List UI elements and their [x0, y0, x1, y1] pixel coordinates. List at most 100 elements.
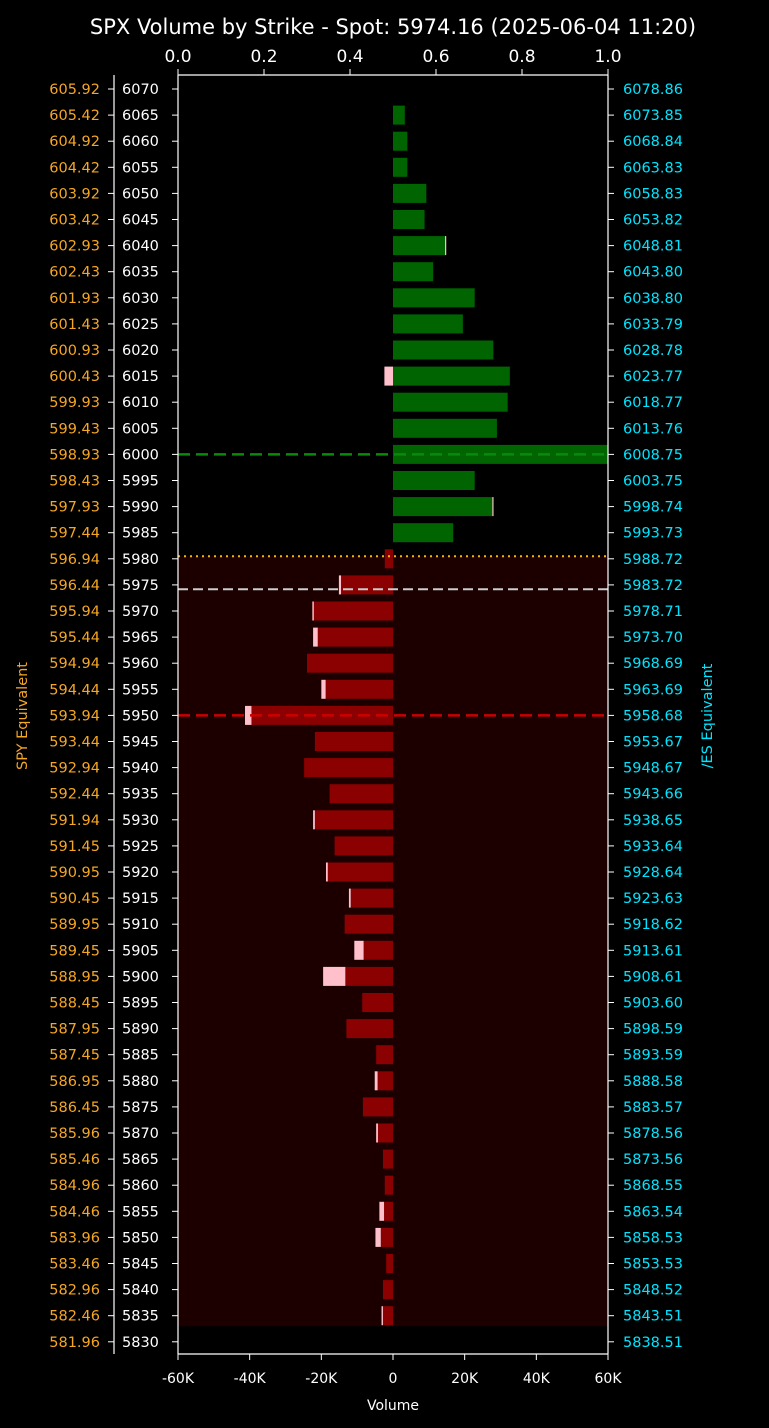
spy-tick-label: 595.94 — [49, 604, 100, 620]
strike-tick-label: 5940 — [122, 761, 159, 777]
accent-strike-5850 — [375, 1228, 380, 1247]
bar-strike-5845 — [386, 1254, 393, 1273]
spy-tick-label: 592.94 — [49, 761, 100, 777]
es-tick-label: 6033.79 — [623, 317, 683, 333]
es-tick-label: 6053.82 — [623, 213, 683, 229]
es-tick-label: 6078.86 — [623, 82, 683, 98]
es-tick-label: 5943.66 — [623, 787, 683, 803]
bar-strike-6035 — [393, 262, 433, 281]
spy-tick-label: 596.94 — [49, 552, 100, 568]
accent-strike-6040 — [445, 236, 446, 255]
es-tick-label: 5838.51 — [623, 1335, 683, 1351]
bar-strike-6045 — [393, 210, 425, 229]
es-tick-label: 5933.64 — [623, 839, 683, 855]
strike-tick-label: 5930 — [122, 813, 159, 829]
bar-strike-5850 — [381, 1228, 393, 1247]
spy-tick-label: 581.96 — [49, 1335, 100, 1351]
strike-tick-label: 6045 — [122, 213, 159, 229]
accent-strike-5970 — [312, 602, 313, 621]
strike-tick-label: 5990 — [122, 500, 159, 516]
es-tick-label: 6018.77 — [623, 395, 683, 411]
spy-tick-label: 590.95 — [49, 865, 100, 881]
spy-tick-label: 594.94 — [49, 656, 100, 672]
accent-strike-5930 — [313, 810, 315, 829]
strike-tick-label: 6040 — [122, 239, 159, 255]
strike-tick-label: 6030 — [122, 291, 159, 307]
accent-strike-5975 — [339, 575, 341, 594]
strike-tick-label: 5845 — [122, 1257, 159, 1273]
bar-strike-6005 — [393, 419, 497, 438]
chart-title: SPX Volume by Strike - Spot: 5974.16 (20… — [90, 15, 696, 39]
top-tick-label: 1.0 — [594, 47, 621, 67]
bar-strike-5840 — [383, 1280, 393, 1299]
accent-strike-5870 — [376, 1124, 378, 1143]
accent-strike-5835 — [382, 1306, 383, 1325]
bar-strike-5895 — [362, 993, 393, 1012]
bar-strike-6040 — [393, 236, 446, 255]
es-tick-label: 5888.58 — [623, 1074, 683, 1090]
spy-tick-label: 582.46 — [49, 1309, 100, 1325]
spy-tick-label: 592.44 — [49, 787, 100, 803]
x-tick-label: 40K — [523, 1371, 551, 1387]
bar-strike-5990 — [393, 497, 493, 516]
spy-tick-label: 591.94 — [49, 813, 100, 829]
es-tick-label: 5883.57 — [623, 1100, 683, 1116]
spy-tick-label: 604.42 — [49, 160, 100, 176]
es-tick-label: 5983.72 — [623, 578, 683, 594]
es-tick-label: 6023.77 — [623, 369, 683, 385]
spy-tick-label: 591.45 — [49, 839, 100, 855]
es-tick-label: 5903.60 — [623, 996, 683, 1012]
spy-tick-label: 583.46 — [49, 1257, 100, 1273]
strike-tick-label: 5900 — [122, 969, 159, 985]
spy-tick-label: 598.93 — [49, 447, 100, 463]
strike-tick-label: 5840 — [122, 1283, 159, 1299]
spy-tick-label: 587.95 — [49, 1022, 100, 1038]
es-tick-label: 5878.56 — [623, 1126, 683, 1142]
strike-tick-label: 5905 — [122, 943, 159, 959]
x-tick-label: -60K — [162, 1371, 195, 1387]
strike-tick-label: 5985 — [122, 526, 159, 542]
es-tick-label: 5908.61 — [623, 969, 683, 985]
es-tick-label: 5978.71 — [623, 604, 683, 620]
es-tick-label: 5973.70 — [623, 630, 683, 646]
bar-strike-5900 — [345, 967, 393, 986]
es-tick-label: 5873.56 — [623, 1152, 683, 1168]
bar-strike-5975 — [341, 575, 393, 594]
es-tick-label: 5893.59 — [623, 1048, 683, 1064]
top-tick-label: 0.4 — [336, 47, 363, 67]
bar-strike-5930 — [315, 810, 393, 829]
accent-strike-5915 — [349, 889, 351, 908]
bar-strike-6065 — [393, 106, 405, 125]
bar-strike-6055 — [393, 158, 407, 177]
x-axis-ticks: -60K -40K -20K 0 20K 40K 60K — [162, 1354, 622, 1387]
es-tick-label: 5938.65 — [623, 813, 683, 829]
spy-tick-label: 605.92 — [49, 82, 100, 98]
strike-tick-label: 5960 — [122, 656, 159, 672]
x-tick-label: -20K — [305, 1371, 338, 1387]
es-tick-label: 6038.80 — [623, 291, 683, 307]
es-tick-label: 6013.76 — [623, 421, 683, 437]
right-axis-label: /ES Equivalent — [700, 663, 716, 768]
strike-tick-label: 5865 — [122, 1152, 159, 1168]
es-tick-label: 5863.54 — [623, 1204, 683, 1220]
x-tick-label: 20K — [451, 1371, 479, 1387]
es-tick-label: 6008.75 — [623, 447, 683, 463]
es-tick-label: 5988.72 — [623, 552, 683, 568]
es-tick-label: 5848.52 — [623, 1283, 683, 1299]
bar-strike-5960 — [307, 654, 393, 673]
spy-tick-label: 603.92 — [49, 186, 100, 202]
spy-tick-label: 589.95 — [49, 917, 100, 933]
bar-strike-5980 — [385, 549, 393, 568]
es-tick-label: 5898.59 — [623, 1022, 683, 1038]
strike-tick-label: 5955 — [122, 682, 159, 698]
spy-tick-label: 601.93 — [49, 291, 100, 307]
es-tick-label: 6043.80 — [623, 265, 683, 281]
es-tick-label: 5968.69 — [623, 656, 683, 672]
bar-strike-5920 — [328, 863, 393, 882]
spy-tick-label: 585.46 — [49, 1152, 100, 1168]
bar-strike-6030 — [393, 288, 475, 307]
es-tick-label: 5958.68 — [623, 708, 683, 724]
spy-tick-label: 587.45 — [49, 1048, 100, 1064]
strike-tick-label: 6000 — [122, 447, 159, 463]
